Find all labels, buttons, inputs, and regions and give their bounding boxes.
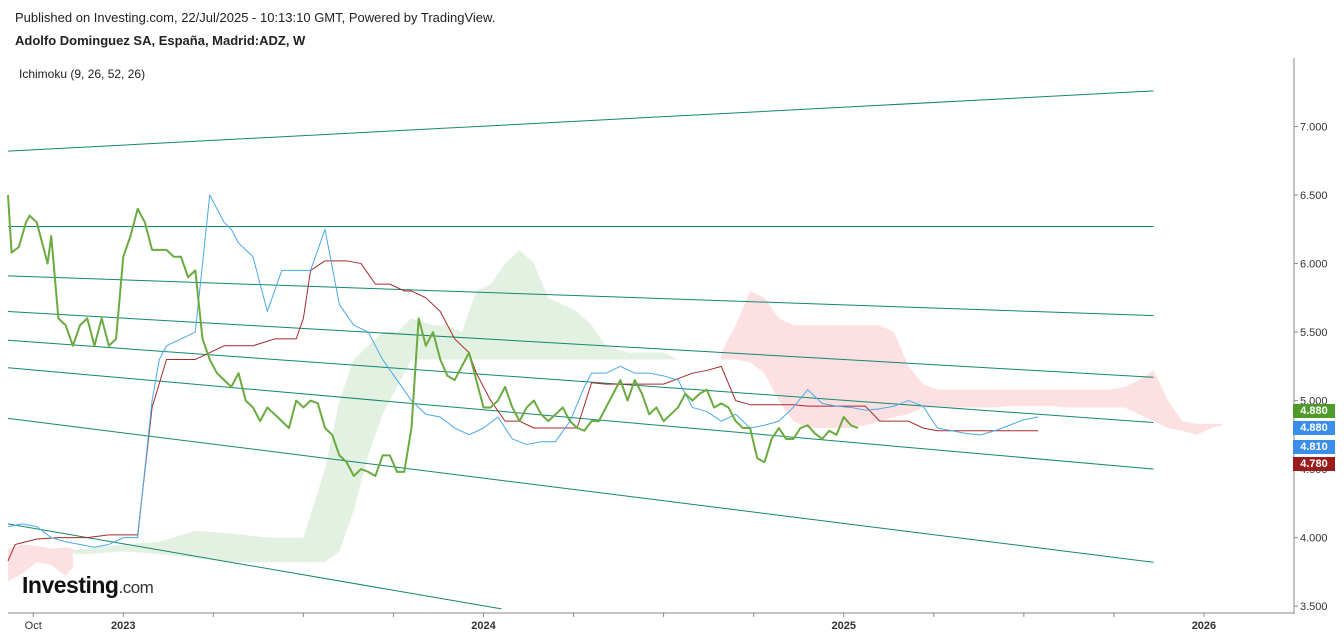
logo-main: Investing <box>22 572 119 598</box>
cloud-cloud-bull <box>8 249 722 563</box>
series-price <box>7 194 859 477</box>
trend-lines <box>7 90 1154 610</box>
trend-line-7 <box>7 417 1154 563</box>
series-conversion <box>7 194 1039 548</box>
y-tick-label: 6.500 <box>1300 190 1328 202</box>
price-badge: 4.880 <box>1293 404 1335 418</box>
logo-suffix: .com <box>118 578 154 597</box>
price-badge: 4.810 <box>1293 440 1335 454</box>
trend-line-6 <box>7 367 1154 470</box>
y-tick-label: 6.000 <box>1300 259 1328 271</box>
y-tick-label: 3.500 <box>1300 601 1328 613</box>
y-tick-label: 5.500 <box>1300 327 1328 339</box>
x-tick-label: 2023 <box>111 620 135 632</box>
cloud-cloud-bear <box>8 544 73 582</box>
trend-line-3 <box>7 275 1154 317</box>
trend-line-8 <box>7 523 502 610</box>
x-tick-label: 2026 <box>1192 620 1216 632</box>
price-badge: 4.780 <box>1293 457 1335 471</box>
x-axis-ticks: Oct 2023 2024 2025 2026 <box>25 613 1216 632</box>
chart-title: Adolfo Dominguez SA, España, Madrid:ADZ,… <box>15 33 306 48</box>
ichimoku-clouds <box>8 249 1222 582</box>
y-tick-label: 7.000 <box>1300 122 1328 134</box>
x-tick-label: 2025 <box>831 620 855 632</box>
trend-line-4 <box>7 311 1154 378</box>
x-tick-label: Oct <box>25 620 42 632</box>
cloud-cloud-bear2 <box>721 290 1222 435</box>
price-badge: 4.880 <box>1293 421 1335 435</box>
indicator-label: Ichimoku (9, 26, 52, 26) <box>19 67 145 81</box>
series-lines <box>7 194 1039 562</box>
series-base <box>7 260 1039 562</box>
y-tick-label: 4.000 <box>1300 533 1328 545</box>
trend-line-1 <box>7 90 1154 152</box>
trend-line-5 <box>7 339 1154 424</box>
investing-logo: Investing.com <box>22 572 154 599</box>
x-tick-label: 2024 <box>471 620 496 632</box>
published-note: Published on Investing.com, 22/Jul/2025 … <box>15 10 496 25</box>
